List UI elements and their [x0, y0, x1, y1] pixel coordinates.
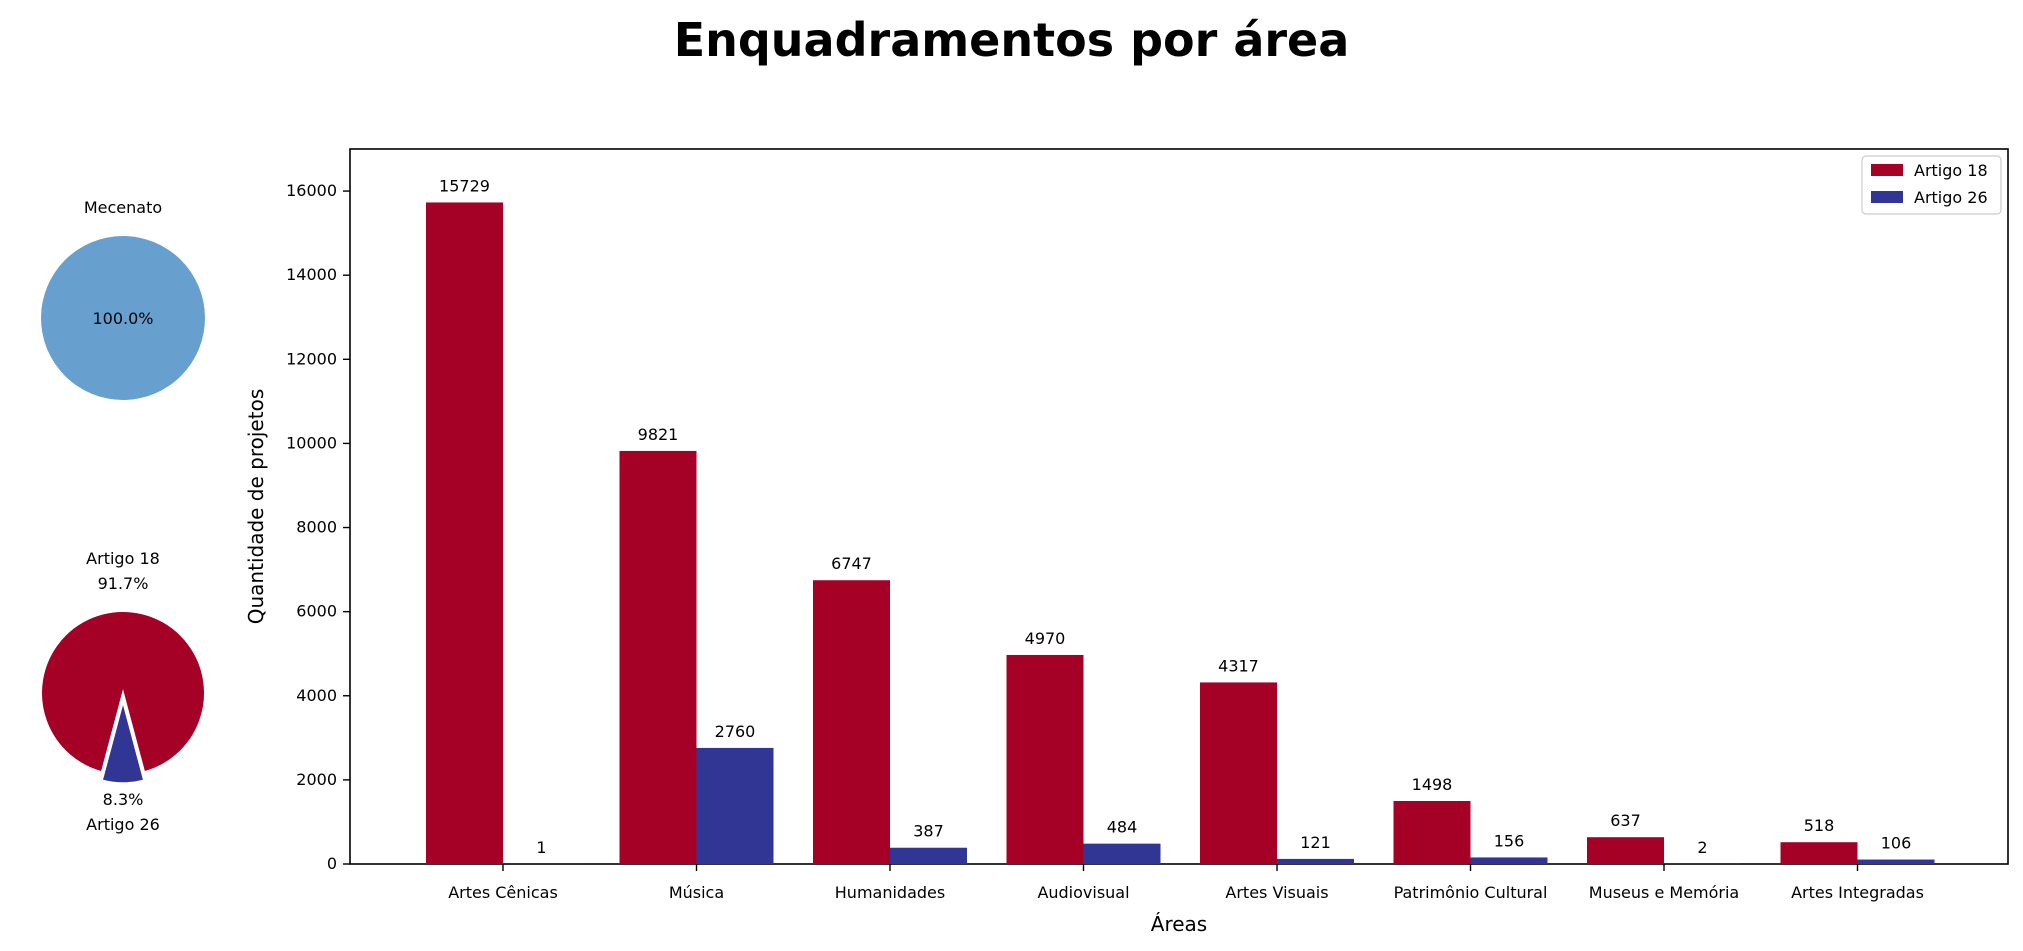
bar-value-label: 15729	[439, 176, 490, 195]
bar-artigo-26	[890, 847, 967, 864]
y-axis-label: Quantidade de projetos	[244, 389, 268, 625]
bar-artigo-18	[1006, 654, 1084, 864]
bar-value-label: 518	[1804, 816, 1835, 835]
pie-chart-artigos: Artigo 18 91.7% Artigo 26 8.3%	[40, 549, 206, 834]
legend-swatch	[1871, 191, 1903, 203]
bar-value-label: 106	[1881, 834, 1912, 853]
bar-value-label: 1498	[1412, 775, 1453, 794]
x-tick-label: Artes Cênicas	[448, 883, 558, 902]
bar-artigo-18	[1200, 682, 1277, 864]
y-tick-label: 16000	[286, 181, 337, 200]
bar-artigo-18	[1780, 842, 1858, 864]
y-tick-label: 6000	[296, 602, 337, 621]
x-tick-label: Artes Integradas	[1791, 883, 1924, 902]
pie-slice-percent: 91.7%	[98, 574, 149, 593]
bar-artigo-26	[696, 747, 774, 864]
y-tick-label: 2000	[296, 770, 337, 789]
bar-value-label: 4317	[1218, 656, 1259, 675]
bar-value-label: 6747	[831, 554, 872, 573]
x-tick-label: Patrimônio Cultural	[1394, 883, 1548, 902]
bar-value-label: 9821	[638, 425, 679, 444]
x-tick-label: Artes Visuais	[1225, 883, 1328, 902]
bar-chart-areas: 0 2000 4000 6000 8000 10000 12000 14000 16000 157…	[244, 148, 2009, 936]
y-tick-label: 8000	[296, 518, 337, 537]
x-tick-label: Humanidades	[835, 883, 945, 902]
x-tick-label: Música	[669, 883, 724, 902]
bar-value-label: 156	[1494, 831, 1525, 850]
y-tick-label: 4000	[296, 686, 337, 705]
bar-value-label: 637	[1610, 811, 1641, 830]
pie-title: Mecenato	[84, 198, 162, 217]
bar-artigo-26	[1083, 843, 1161, 864]
legend-swatch	[1871, 164, 1903, 176]
y-tick-label: 10000	[286, 433, 337, 452]
bar-artigo-26	[1470, 857, 1548, 864]
bar-value-label: 2	[1697, 838, 1707, 857]
pie-chart-mecenato: Mecenato 100.0%	[41, 198, 205, 400]
bar-value-label: 4970	[1025, 629, 1066, 648]
figure-title: Enquadramentos por área	[674, 13, 1350, 67]
bar-artigo-18	[813, 580, 890, 864]
bar-artigo-26	[1277, 858, 1354, 864]
bar-artigo-18	[619, 450, 697, 864]
x-axis-label: Áreas	[1151, 912, 1207, 936]
legend: Artigo 18 Artigo 26	[1861, 155, 2002, 215]
y-tick-label: 12000	[286, 349, 337, 368]
bar-value-label: 2760	[715, 722, 756, 741]
bar-value-label: 121	[1300, 833, 1331, 852]
pie-slice	[41, 236, 205, 400]
bar-artigo-18	[1393, 800, 1471, 864]
bar-value-label: 387	[913, 822, 944, 841]
pie-slice	[40, 610, 206, 774]
legend-label: Artigo 18	[1914, 161, 1988, 180]
y-tick-label: 0	[327, 854, 337, 873]
pie-slice-percent: 100.0%	[92, 309, 153, 328]
bar-value-label: 484	[1107, 818, 1138, 837]
bar-artigo-26	[1857, 859, 1935, 864]
pie-slice-label: Artigo 26	[86, 815, 160, 834]
bar-artigo-18	[1587, 837, 1664, 864]
bar-value-label: 1	[536, 838, 546, 857]
plot-frame	[349, 148, 2009, 865]
pie-slice	[100, 697, 146, 785]
y-tick-label: 14000	[286, 265, 337, 284]
x-tick-label: Museus e Memória	[1589, 883, 1739, 902]
legend-label: Artigo 26	[1914, 188, 1988, 207]
x-tick-label: Audiovisual	[1037, 883, 1129, 902]
pie-slice-label: Artigo 18	[86, 549, 160, 568]
pie-slice-percent: 8.3%	[103, 790, 144, 809]
bar-artigo-18	[426, 202, 503, 864]
